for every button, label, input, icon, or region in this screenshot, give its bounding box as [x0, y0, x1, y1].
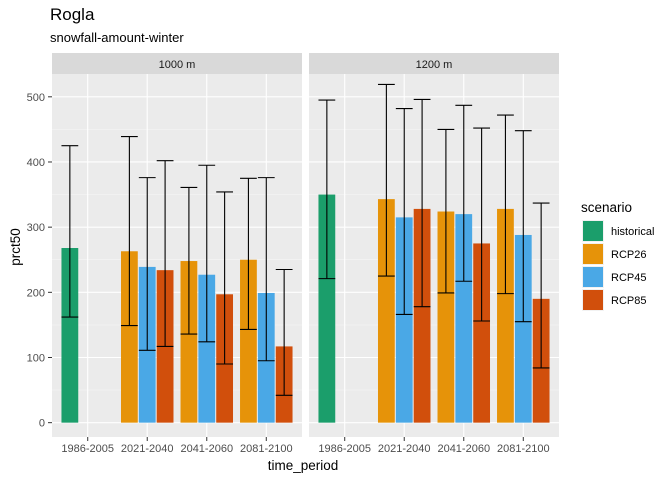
bar-rcp45 — [198, 274, 216, 423]
legend-label: RCP85 — [611, 295, 646, 307]
facet-strip-label: 1000 m — [159, 59, 196, 71]
facet-panels: 1000 m 1200 m — [52, 53, 559, 437]
bar-rcp26 — [180, 261, 198, 423]
x-axis: 1986-2005 2021-2040 2041-2060 2081-2100 1986… — [61, 437, 550, 455]
legend-label: historical — [611, 226, 654, 238]
y-tick-label: 200 — [27, 287, 45, 299]
bar-rcp45 — [395, 217, 413, 423]
bar-rcp26 — [120, 251, 138, 423]
facet-strip — [309, 53, 559, 74]
error-bar — [240, 177, 257, 331]
chart-subtitle: snowfall-amount-winter — [50, 30, 184, 45]
legend-swatch-historical — [583, 221, 603, 241]
error-bar — [532, 202, 550, 369]
facet-strip — [52, 53, 302, 74]
y-axis: 0 100 200 300 400 500 — [27, 92, 52, 430]
x-tick-label: 1986-2005 — [318, 443, 371, 455]
error-bar — [413, 98, 431, 308]
legend-swatch-rcp26 — [583, 244, 603, 264]
x-tick-label: 2021-2040 — [378, 443, 431, 455]
error-bar — [216, 191, 234, 365]
bar-rcp45 — [514, 234, 532, 423]
legend-label: RCP26 — [611, 249, 646, 261]
y-tick-label: 400 — [27, 157, 45, 169]
y-tick-label: 300 — [27, 222, 45, 234]
bar-rcp85 — [413, 208, 431, 423]
x-tick-label: 1986-2005 — [61, 443, 114, 455]
error-bar — [437, 128, 455, 294]
legend-swatch-rcp45 — [583, 267, 603, 287]
bar-historical — [61, 248, 79, 423]
y-axis-title: prct50 — [8, 228, 23, 266]
legend-title: scenario — [581, 200, 632, 215]
x-tick-label: 2021-2040 — [121, 443, 174, 455]
error-bar — [156, 160, 174, 347]
bar-rcp26 — [437, 211, 455, 423]
error-bar — [138, 177, 156, 351]
error-bar — [257, 177, 275, 362]
bar-rcp85 — [473, 243, 491, 423]
legend-swatch-rcp85 — [583, 290, 603, 310]
error-bar — [455, 104, 473, 282]
y-tick-label: 500 — [27, 92, 45, 104]
error-bar — [120, 136, 138, 327]
x-tick-label: 2081-2100 — [497, 443, 550, 455]
legend-label: RCP45 — [611, 272, 646, 284]
legend: scenario historical RCP26 RCP45 RCP85 — [581, 200, 654, 311]
error-bar — [377, 83, 395, 277]
error-bar — [473, 127, 491, 322]
bar-rcp45 — [455, 214, 473, 423]
error-bar — [514, 130, 532, 323]
x-tick-label: 2081-2100 — [240, 443, 293, 455]
error-bar — [61, 145, 79, 318]
error-bar — [180, 186, 198, 335]
bar-rcp26 — [497, 208, 514, 423]
x-tick-label: 2041-2060 — [180, 443, 233, 455]
x-axis-title: time_period — [268, 458, 339, 473]
bar-rcp26 — [377, 199, 395, 423]
facet-strip-label: 1200 m — [416, 59, 453, 71]
error-bar — [318, 99, 336, 280]
facet-panel: 1200 m — [309, 53, 559, 437]
y-tick-label: 0 — [39, 418, 45, 430]
error-bar — [198, 164, 216, 343]
bar-historical — [318, 194, 336, 423]
error-bar — [275, 268, 293, 396]
y-tick-label: 100 — [27, 352, 45, 364]
error-bar — [497, 114, 514, 295]
x-tick-label: 2041-2060 — [437, 443, 490, 455]
facet-panel: 1000 m — [52, 53, 302, 437]
bar-rcp26 — [240, 259, 257, 423]
error-bar — [395, 107, 413, 316]
chart-title: Rogla — [50, 5, 95, 24]
